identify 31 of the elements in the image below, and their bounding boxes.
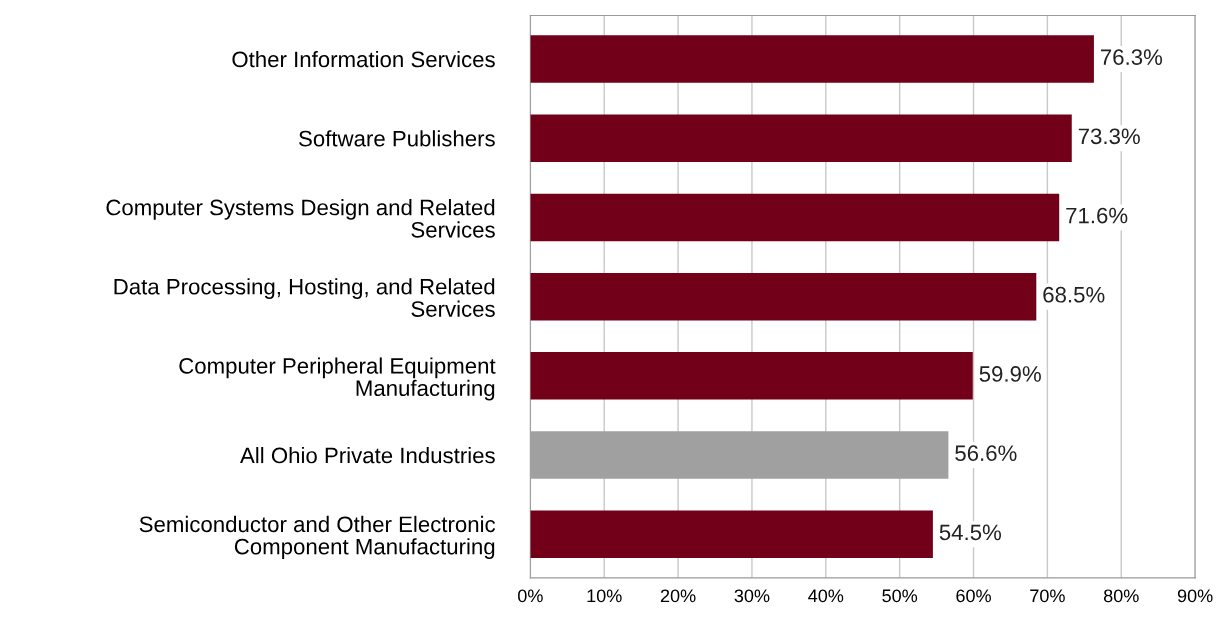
x-tick-label: 10% <box>587 589 622 603</box>
x-tick-label: 80% <box>1103 589 1139 603</box>
x-tick-label: 0% <box>518 589 543 603</box>
bar <box>530 272 1037 321</box>
data-label: 54.5% <box>939 524 1002 541</box>
bar <box>530 510 933 559</box>
x-tick-label: 70% <box>1030 589 1065 603</box>
y-tick-label: Computer Peripheral Equipment Manufacturing <box>179 357 496 401</box>
bar <box>530 35 1094 83</box>
data-label: 68.5% <box>1043 286 1105 303</box>
bar <box>530 352 973 400</box>
data-label: 71.6% <box>1066 207 1128 224</box>
bar <box>530 193 1060 242</box>
x-tick-label: 40% <box>808 589 844 603</box>
y-tick-label: Semiconductor and Other Electronic Component Manufacturing <box>139 515 496 559</box>
bar <box>530 114 1072 162</box>
bar <box>530 431 949 479</box>
data-label: 56.6% <box>955 445 1017 462</box>
x-tick-label: 60% <box>956 589 991 603</box>
x-tick-label: 50% <box>882 589 918 603</box>
x-tick-label: 30% <box>734 589 770 603</box>
x-tick-label: 20% <box>660 589 696 603</box>
data-label: 73.3% <box>1078 128 1140 145</box>
y-tick-label: Software Publishers <box>299 130 495 147</box>
data-label: 76.3% <box>1100 49 1163 65</box>
y-tick-label: Data Processing, Hosting, and Related Services <box>114 278 495 317</box>
y-tick-label: Computer Systems Design and Related Services <box>106 199 495 238</box>
y-tick-label: Other Information Services <box>232 50 495 68</box>
data-label: 59.9% <box>979 366 1041 382</box>
x-tick-label: 90% <box>1177 589 1213 603</box>
y-tick-label: All Ohio Private Industries <box>240 447 495 464</box>
